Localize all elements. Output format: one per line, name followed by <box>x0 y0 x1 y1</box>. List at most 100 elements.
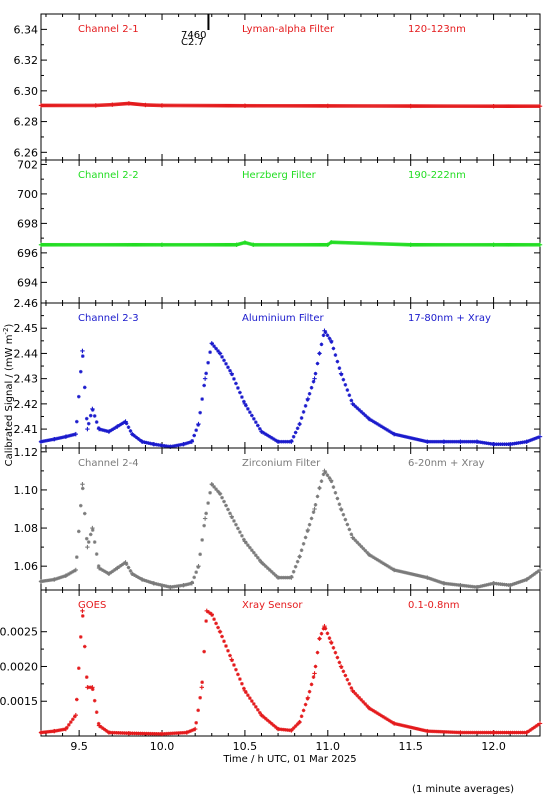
data-point-key <box>524 439 529 444</box>
data-point-key <box>151 581 156 586</box>
channel-name-label: Channel 2-1 <box>78 24 139 35</box>
data-point <box>357 408 362 412</box>
data-point <box>75 555 79 559</box>
data-point <box>246 543 250 547</box>
data-point <box>212 617 216 621</box>
data-point-key <box>73 712 79 718</box>
data-point <box>271 571 276 576</box>
data-point <box>226 648 230 653</box>
data-point <box>198 410 202 415</box>
data-point <box>343 517 348 522</box>
y-tick-label: 1.06 <box>14 560 39 573</box>
data-point-key <box>350 535 355 540</box>
data-point-key <box>159 242 165 247</box>
data-point-key <box>38 439 44 444</box>
data-point <box>71 717 75 722</box>
x-tick-label: 12.0 <box>481 740 506 753</box>
data-point-key <box>524 577 529 582</box>
filter-label: Herzberg Filter <box>242 170 317 181</box>
data-point-key <box>73 431 79 437</box>
data-point <box>256 423 260 428</box>
data-point <box>192 575 196 580</box>
data-point-key <box>90 525 95 531</box>
data-point <box>256 707 260 712</box>
data-point <box>250 413 254 418</box>
data-point <box>126 565 131 570</box>
data-point <box>333 490 338 495</box>
data-point-key <box>38 730 44 735</box>
data-point <box>345 677 350 682</box>
data-point <box>309 682 314 687</box>
footnote: (1 minute averages) <box>412 784 514 795</box>
data-point-key <box>367 705 372 711</box>
data-point <box>325 631 330 636</box>
data-point <box>238 677 242 681</box>
data-point-key <box>73 567 79 573</box>
data-point-key <box>110 102 115 107</box>
data-point <box>84 416 89 421</box>
data-point-key <box>85 426 90 432</box>
x-tick-label: 11.0 <box>316 740 341 753</box>
data-point <box>75 697 79 702</box>
data-point-key <box>250 242 256 247</box>
data-point-key <box>312 671 317 676</box>
data-point <box>319 342 324 347</box>
data-point <box>206 501 210 505</box>
data-point-key <box>317 485 322 491</box>
data-point-key <box>63 726 69 732</box>
y-axis-label-sup: -2 <box>2 328 10 335</box>
data-point <box>236 386 240 390</box>
panels-group: 6.26 6.28 6.30 6.32 6.34 Channel 2-1 Lyman-alp… <box>0 13 543 753</box>
data-point <box>220 634 224 639</box>
data-point <box>307 689 312 694</box>
data-point-key <box>537 721 543 726</box>
panel-1: 6.26 6.28 6.30 6.32 6.34 Channel 2-1 Lyman-alp… <box>14 13 543 161</box>
data-point <box>67 572 71 576</box>
filter-label: Lyman-alpha Filter <box>242 24 335 35</box>
data-point-key <box>350 688 355 694</box>
data-point-key <box>259 560 264 565</box>
data-point-key <box>115 424 120 429</box>
data-point-key <box>159 103 165 108</box>
data-point <box>214 621 218 626</box>
data-point <box>84 536 89 541</box>
y-tick-label: 6.32 <box>14 54 39 67</box>
y-axis-label: Calibrated Signal / (mW m-2) <box>2 324 15 467</box>
data-point <box>194 428 198 433</box>
data-point <box>194 570 198 574</box>
y-tick-label: 698 <box>17 217 38 230</box>
filter-label: Zirconium Filter <box>242 458 321 469</box>
data-point-key <box>181 583 186 588</box>
data-point <box>291 569 296 574</box>
data-point <box>80 486 85 491</box>
data-point-key <box>139 577 145 582</box>
panel-4: 1.06 1.08 1.10 1.12 Channel 2-4 Zirconium Fil… <box>14 446 543 591</box>
data-point <box>333 650 338 655</box>
band-label: 6-20nm + Xray <box>408 458 485 469</box>
data-point <box>88 532 93 537</box>
y-axis-label-end: ) <box>4 324 15 328</box>
data-point-key <box>106 571 112 576</box>
data-point <box>313 503 318 507</box>
y-tick-label: 696 <box>17 247 38 260</box>
data-point <box>94 552 99 556</box>
data-point <box>208 350 212 354</box>
data-point <box>84 675 89 679</box>
panel-3: 2.41 2.42 2.43 2.44 2.45 2.46 Channel 2-3 Alumi… <box>14 297 543 449</box>
data-point <box>80 614 85 618</box>
channel-name-label: Channel 2-4 <box>78 458 139 469</box>
data-point <box>92 698 97 703</box>
data-point <box>359 698 364 702</box>
data-point-key <box>391 431 397 437</box>
data-point <box>246 693 250 697</box>
data-point <box>232 519 236 523</box>
data-point-key <box>38 579 44 584</box>
data-point-key <box>38 242 44 247</box>
data-point-key <box>159 731 165 737</box>
data-point <box>232 377 236 381</box>
channel-name-label: Channel 2-3 <box>78 313 139 324</box>
data-point <box>92 540 97 544</box>
panel-frame <box>40 159 541 304</box>
y-tick-label: 700 <box>17 188 38 201</box>
data-point-key <box>242 401 248 407</box>
